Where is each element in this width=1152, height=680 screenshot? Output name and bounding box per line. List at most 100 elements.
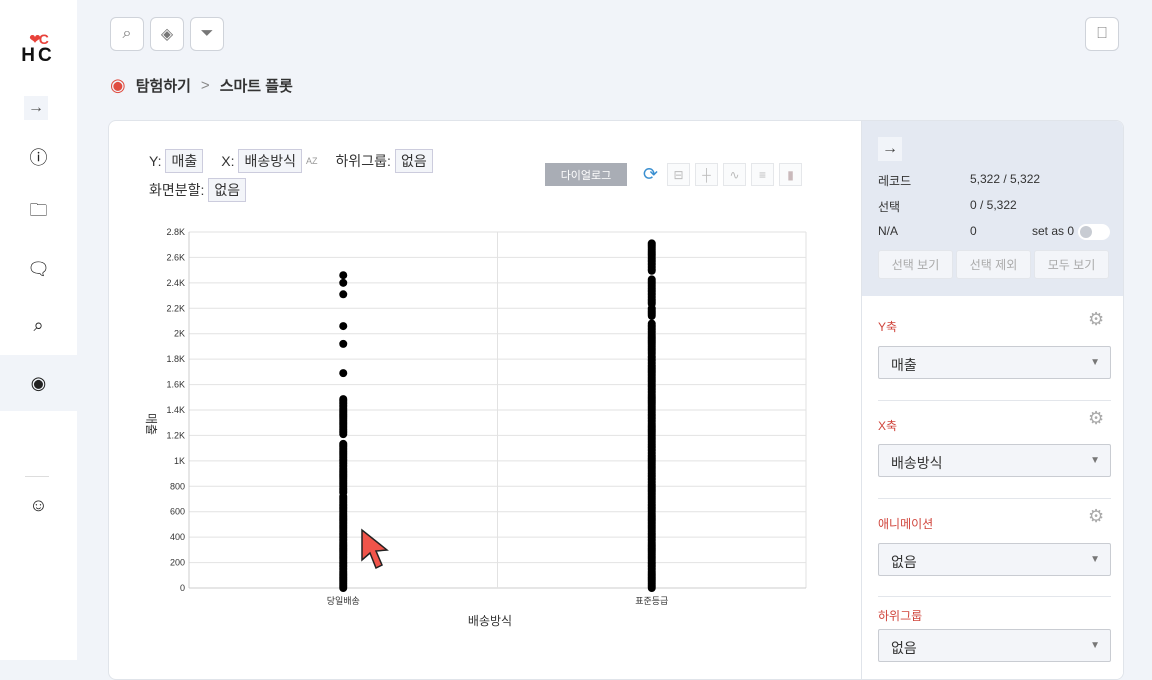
distribution-icon[interactable]: ≡: [751, 163, 774, 186]
line-icon[interactable]: ∿: [723, 163, 746, 186]
data-point: [339, 290, 348, 299]
gear-icon[interactable]: ⚙: [1088, 506, 1105, 526]
data-point: [339, 369, 348, 378]
sidebar-divider: [25, 476, 49, 477]
x-axis-title: 배송방식: [468, 614, 512, 628]
data-point: [647, 275, 656, 284]
search-button[interactable]: ⌕: [110, 17, 144, 51]
arrow-right-icon: →: [28, 99, 44, 116]
x-axis-select[interactable]: 배송방식 ▼: [878, 444, 1111, 477]
boxplot-icon[interactable]: ⊟: [667, 163, 690, 186]
animation-section-label: 애니메이션: [878, 517, 934, 531]
selected-label: 선택: [878, 200, 901, 214]
dialog-button[interactable]: 다이얼로그: [545, 163, 627, 186]
y-tick-label: 600: [170, 507, 185, 517]
folder-add-icon: 🗀: [29, 200, 48, 220]
selected-value: 0 / 5,322: [970, 198, 1017, 212]
data-point: [339, 439, 348, 448]
subgroup-label: 하위그룹:: [335, 153, 391, 169]
y-tick-label: 400: [170, 532, 185, 542]
chevron-down-icon: ▼: [1090, 640, 1100, 651]
y-tick-label: 200: [170, 558, 185, 568]
strip-plot: 0 200 400 600 800 1K 1.2K 1.4K 1.6K 1.8K 2K 2.2K 2.4…: [144, 227, 807, 628]
set-as-zero-label: set as 0: [1032, 224, 1075, 238]
search-icon: ⌕: [122, 25, 132, 42]
gear-icon[interactable]: ⚙: [1088, 309, 1105, 329]
y-tick-label: 800: [170, 481, 185, 491]
sidebar-item-comments[interactable]: 🗨: [0, 241, 77, 297]
divider: [878, 400, 1111, 401]
paint-bucket-icon: ◈: [160, 26, 174, 43]
breadcrumb: ◉ 탐험하기 > 스마트 플롯: [110, 75, 293, 96]
data-point: [339, 339, 348, 348]
animation-select-value: 없음: [891, 554, 917, 570]
show-all-button[interactable]: 모두 보기: [1034, 250, 1109, 279]
sort-az-icon[interactable]: AZ: [306, 156, 318, 166]
bookmark-icon: ⎕: [1097, 25, 1107, 42]
logo: ❤C HC: [20, 32, 56, 66]
sidebar-item-info[interactable]: ⓘ: [0, 129, 77, 185]
exclude-selected-button[interactable]: 선택 제외: [956, 250, 1031, 279]
y-tick-label: 2.4K: [166, 278, 185, 288]
paint-button[interactable]: ◈: [150, 17, 184, 51]
bookmark-button[interactable]: ⎕: [1085, 17, 1119, 51]
records-value: 5,322 / 5,322: [970, 172, 1041, 186]
x-label: X:: [221, 153, 235, 169]
gear-icon[interactable]: ⚙: [1088, 408, 1105, 428]
y-tick-label: 1.2K: [166, 430, 185, 440]
na-label: N/A: [878, 224, 899, 238]
chevron-down-icon: ▼: [1090, 455, 1100, 466]
sidebar: ❤C HC → ⓘ 🗀 🗨 ⌕ ◉ ☺: [0, 0, 77, 660]
filter-button[interactable]: ⏷: [190, 17, 224, 51]
na-value: 0: [970, 224, 977, 238]
x-tick-label: 표준등급: [635, 596, 668, 606]
y-tick-label: 0: [180, 583, 185, 593]
set-as-zero-toggle[interactable]: [1078, 224, 1110, 240]
data-point: [647, 239, 656, 248]
y-tick-label: 2K: [174, 329, 185, 339]
user-circle-icon: ☺: [29, 494, 48, 515]
filter-icon: ⏷: [200, 25, 214, 42]
y-variable-chip[interactable]: 매출: [165, 149, 204, 173]
split-chip[interactable]: 없음: [208, 178, 247, 202]
y-axis-title: 매출: [144, 413, 158, 435]
y-control: Y: 매출 X: 배송방식 AZ 하위그룹: 없음: [149, 149, 433, 173]
split-control: 화면분할: 없음: [149, 178, 247, 202]
data-point: [339, 322, 348, 331]
show-selected-button[interactable]: 선택 보기: [878, 250, 953, 279]
sidebar-item-add-folder[interactable]: 🗀: [0, 185, 77, 241]
breadcrumb-root[interactable]: 탐험하기: [135, 78, 191, 95]
chevron-down-icon: ▼: [1090, 357, 1100, 368]
subgroup-select[interactable]: 없음 ▼: [878, 629, 1111, 662]
right-panel: → 레코드 5,322 / 5,322 선택 0 / 5,322 N/A 0 s…: [861, 121, 1123, 679]
y-tick-label: 1.6K: [166, 380, 185, 390]
sidebar-item-explore[interactable]: ◉: [0, 355, 77, 411]
x-tick-label: 당일배송: [327, 596, 360, 606]
eye-icon: ◉: [110, 75, 126, 95]
breadcrumb-separator: >: [200, 77, 210, 94]
plot-card: Y: 매출 X: 배송방식 AZ 하위그룹: 없음 화면분할: 없음 다이얼로그…: [108, 120, 1124, 680]
y-axis-select[interactable]: 매출 ▼: [878, 346, 1111, 379]
data-point: [647, 319, 656, 328]
expand-sidebar-button[interactable]: →: [24, 96, 48, 120]
collapse-panel-button[interactable]: →: [878, 137, 902, 161]
color-scale-icon[interactable]: ▮: [779, 163, 802, 186]
record-summary: → 레코드 5,322 / 5,322 선택 0 / 5,322 N/A 0 s…: [862, 121, 1123, 296]
divider: [878, 596, 1111, 597]
y-tick-label: 2.6K: [166, 252, 185, 262]
logo-mark: ❤C: [29, 31, 49, 47]
chart-search-icon: ⌕: [33, 314, 44, 335]
data-point: [339, 395, 348, 404]
refresh-chart-icon[interactable]: ⟳: [642, 164, 659, 184]
info-icon: ⓘ: [29, 148, 48, 168]
arrow-right-icon: →: [882, 140, 898, 157]
jitter-icon[interactable]: ┼: [695, 163, 718, 186]
x-variable-chip[interactable]: 배송방식: [238, 149, 302, 173]
subgroup-chip[interactable]: 없음: [394, 149, 433, 173]
split-label: 화면분할:: [149, 182, 205, 198]
animation-select[interactable]: 없음 ▼: [878, 543, 1111, 576]
subgroup-select-value: 없음: [891, 640, 917, 656]
sidebar-item-analysis[interactable]: ⌕: [0, 297, 77, 353]
logo-text: HC: [21, 45, 55, 66]
sidebar-item-profile[interactable]: ☺: [0, 477, 77, 533]
